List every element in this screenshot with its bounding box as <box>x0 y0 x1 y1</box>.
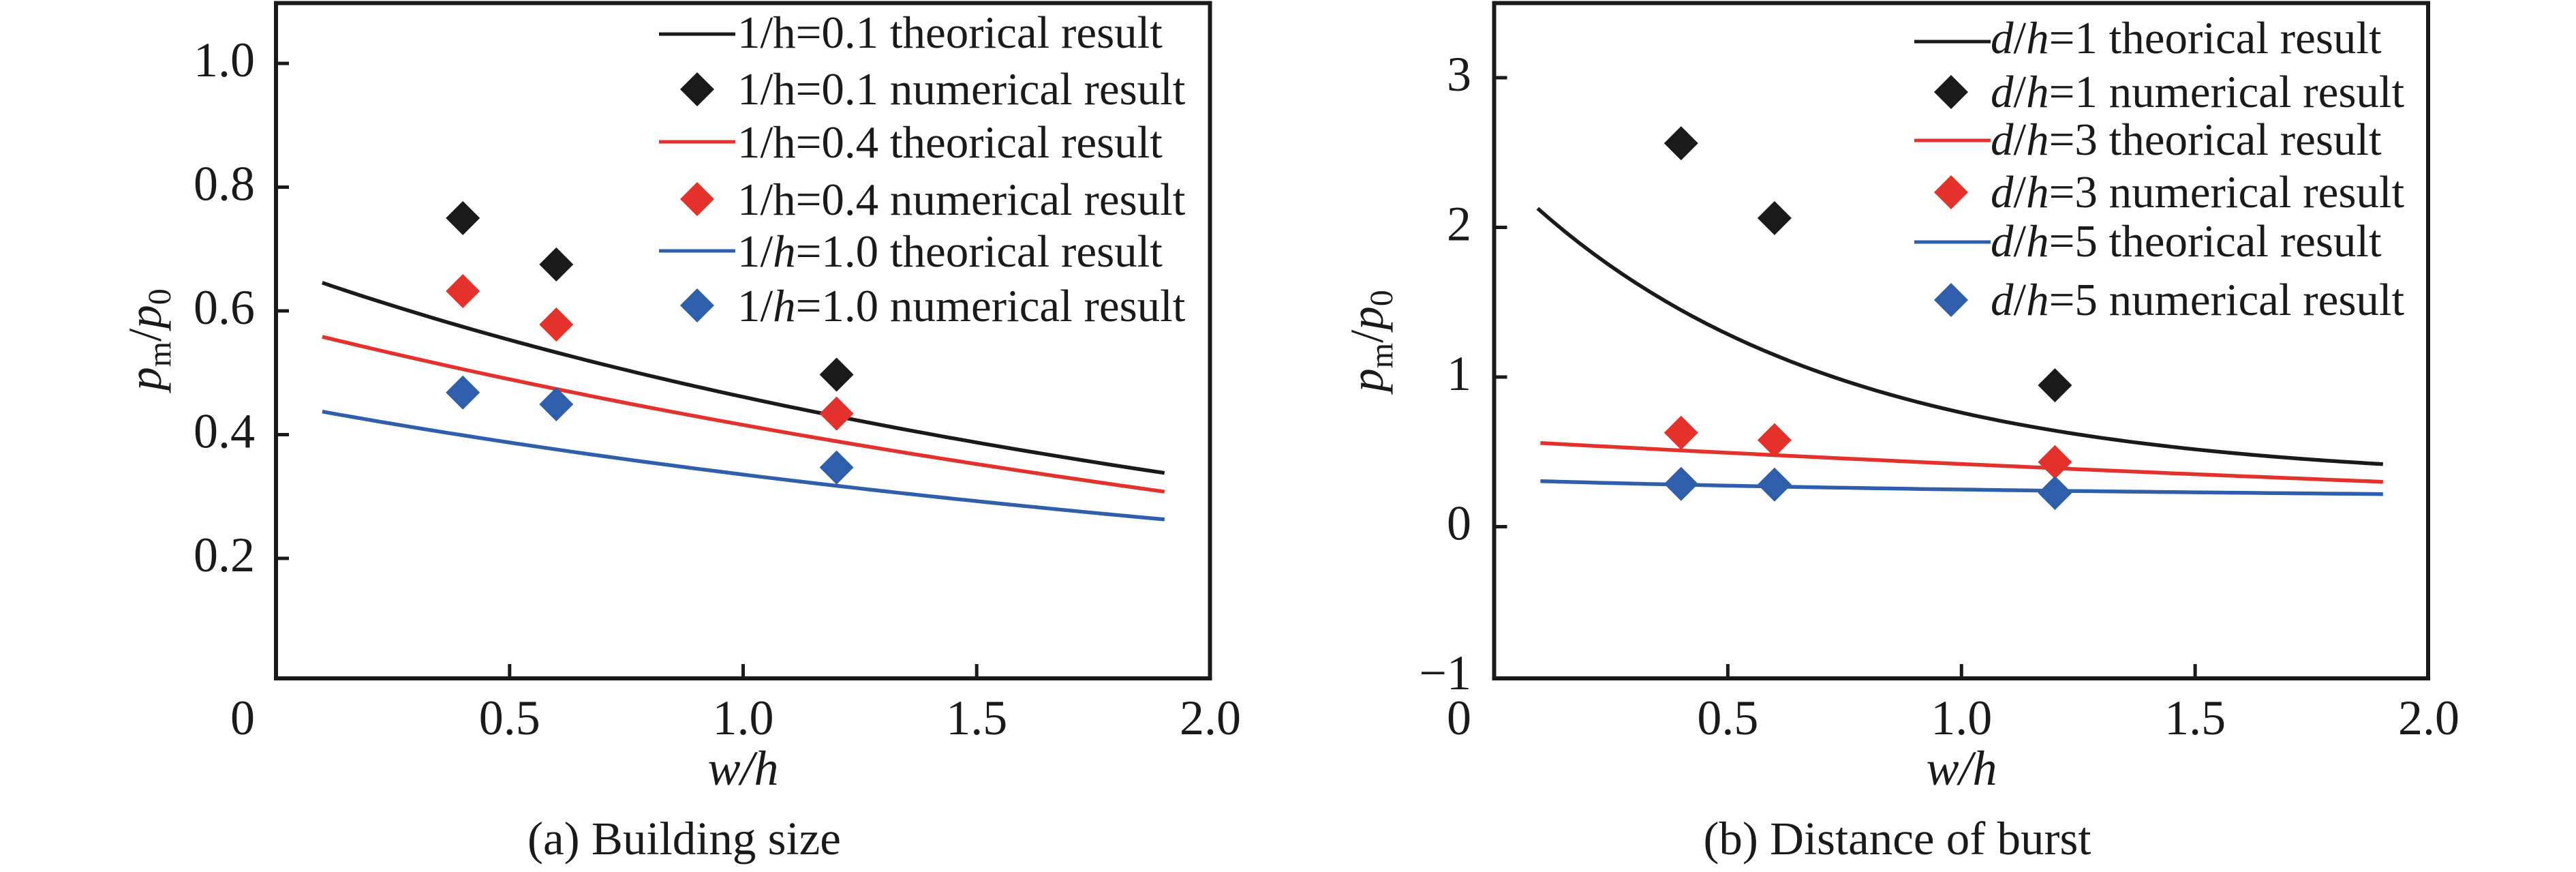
svg-text:d/h=3 theorical result: d/h=3 theorical result <box>1991 115 2382 165</box>
svg-text:0: 0 <box>1447 691 1471 745</box>
svg-text:−1: −1 <box>1419 646 1471 700</box>
svg-text:2.0: 2.0 <box>2398 691 2459 745</box>
svg-text:0.5: 0.5 <box>1697 691 1758 745</box>
svg-text:(a) Building size: (a) Building size <box>527 813 841 865</box>
svg-text:1/h=0.1 numerical result: 1/h=0.1 numerical result <box>737 64 1186 115</box>
svg-text:3: 3 <box>1447 47 1471 102</box>
svg-text:d/h=1 theorical result: d/h=1 theorical result <box>1991 13 2382 63</box>
svg-text:w/h: w/h <box>707 741 778 796</box>
svg-text:1/h=0.4 numerical result: 1/h=0.4 numerical result <box>737 175 1186 225</box>
svg-text:(b) Distance of burst: (b) Distance of burst <box>1703 813 2091 865</box>
svg-text:0.6: 0.6 <box>194 280 255 335</box>
svg-text:0.5: 0.5 <box>479 691 540 745</box>
svg-text:0.8: 0.8 <box>194 157 255 211</box>
svg-text:1.0: 1.0 <box>194 33 255 87</box>
svg-text:d/h=5 theorical result: d/h=5 theorical result <box>1991 216 2382 267</box>
svg-text:1/h=1.0 numerical result: 1/h=1.0 numerical result <box>737 281 1186 331</box>
svg-text:0: 0 <box>1447 496 1471 551</box>
svg-text:d/h=3 numerical result: d/h=3 numerical result <box>1991 167 2405 217</box>
svg-text:1.0: 1.0 <box>713 691 774 745</box>
svg-text:w/h: w/h <box>1926 741 1997 796</box>
svg-text:2: 2 <box>1447 197 1471 252</box>
svg-text:d/h=5 numerical result: d/h=5 numerical result <box>1991 275 2405 325</box>
svg-text:1/h=1.0 theorical result: 1/h=1.0 theorical result <box>737 226 1163 277</box>
svg-text:1/h=0.1 theorical result: 1/h=0.1 theorical result <box>737 7 1163 58</box>
svg-text:1.5: 1.5 <box>2164 691 2226 745</box>
svg-text:2.0: 2.0 <box>1180 691 1241 745</box>
svg-text:d/h=1 numerical result: d/h=1 numerical result <box>1991 67 2405 117</box>
svg-text:pm/p0: pm/p0 <box>1341 290 1400 395</box>
svg-text:1.5: 1.5 <box>946 691 1007 745</box>
svg-text:1: 1 <box>1447 346 1471 401</box>
svg-text:0: 0 <box>230 691 255 745</box>
svg-text:pm/p0: pm/p0 <box>119 288 178 394</box>
svg-text:1/h=0.4 theorical result: 1/h=0.4 theorical result <box>737 117 1163 168</box>
svg-text:0.2: 0.2 <box>194 528 255 582</box>
svg-text:0.4: 0.4 <box>194 404 255 459</box>
svg-text:1.0: 1.0 <box>1931 691 1992 745</box>
